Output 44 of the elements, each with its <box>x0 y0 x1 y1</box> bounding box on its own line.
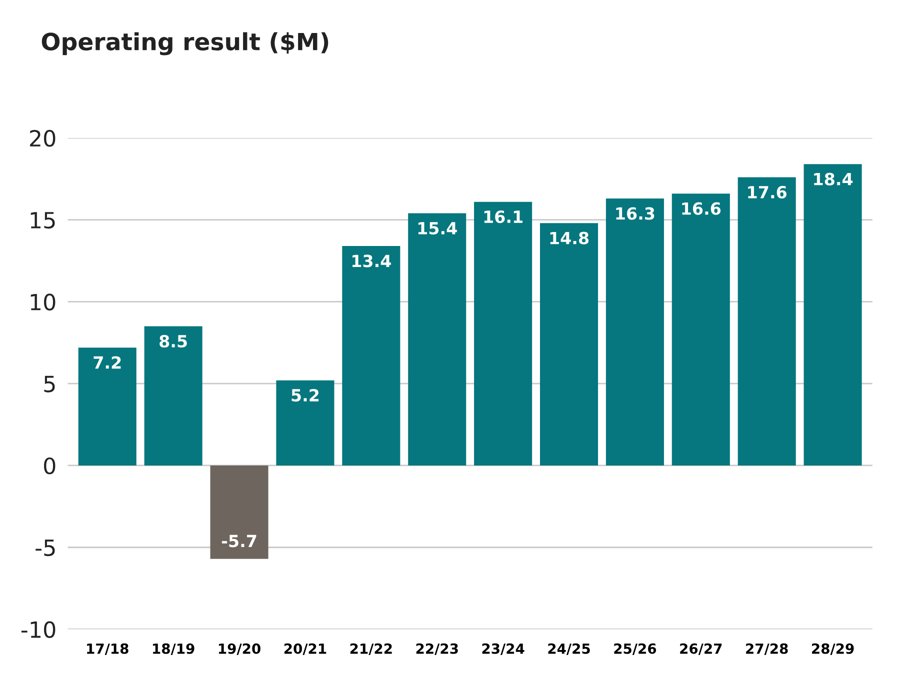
bar <box>474 202 532 466</box>
y-tick-label: -10 <box>21 621 56 638</box>
bar <box>210 465 268 559</box>
x-tick-label: 23/24 <box>482 643 524 655</box>
data-label: -5.7 <box>222 534 256 548</box>
data-label: 14.8 <box>550 232 589 244</box>
bar <box>276 380 334 466</box>
bar <box>672 194 730 466</box>
data-label: 15.4 <box>418 222 457 235</box>
x-tick-label: 22/23 <box>416 643 458 655</box>
data-label: 16.1 <box>484 210 522 224</box>
bar <box>804 164 862 466</box>
bar <box>606 198 664 466</box>
x-tick-label: 17/18 <box>87 643 128 655</box>
x-tick-label: 21/22 <box>350 643 392 655</box>
bar <box>144 326 202 466</box>
data-label: 8.5 <box>160 334 187 348</box>
data-label: 5.2 <box>292 388 319 402</box>
bar <box>78 348 136 466</box>
x-tick-label: 18/19 <box>153 643 194 655</box>
x-tick-label: 28/29 <box>812 643 854 655</box>
bar <box>408 213 466 466</box>
y-tick-label: 20 <box>30 130 56 147</box>
chart-title: Operating result ($M) <box>42 32 328 56</box>
x-tick-label: 19/20 <box>218 643 260 655</box>
y-tick-label: 0 <box>44 457 56 474</box>
x-tick-label: 25/26 <box>614 643 656 655</box>
y-tick-label: 10 <box>30 294 56 310</box>
data-label: 18.4 <box>814 172 853 186</box>
y-tick-label: -5 <box>36 540 55 556</box>
x-tick-label: 26/27 <box>680 643 722 655</box>
data-label: 17.6 <box>748 186 787 199</box>
data-label: 16.3 <box>616 207 654 220</box>
data-label: 16.6 <box>682 202 721 215</box>
bar <box>738 177 796 466</box>
y-tick-label: 15 <box>30 212 55 229</box>
x-tick-label: 27/28 <box>746 643 788 655</box>
bar <box>342 246 400 466</box>
bar <box>540 223 598 466</box>
data-label: 7.2 <box>94 356 121 369</box>
x-tick-label: 24/25 <box>548 643 590 655</box>
y-tick-label: 5 <box>44 376 55 392</box>
x-tick-label: 20/21 <box>284 643 326 655</box>
data-label: 13.4 <box>352 254 391 268</box>
